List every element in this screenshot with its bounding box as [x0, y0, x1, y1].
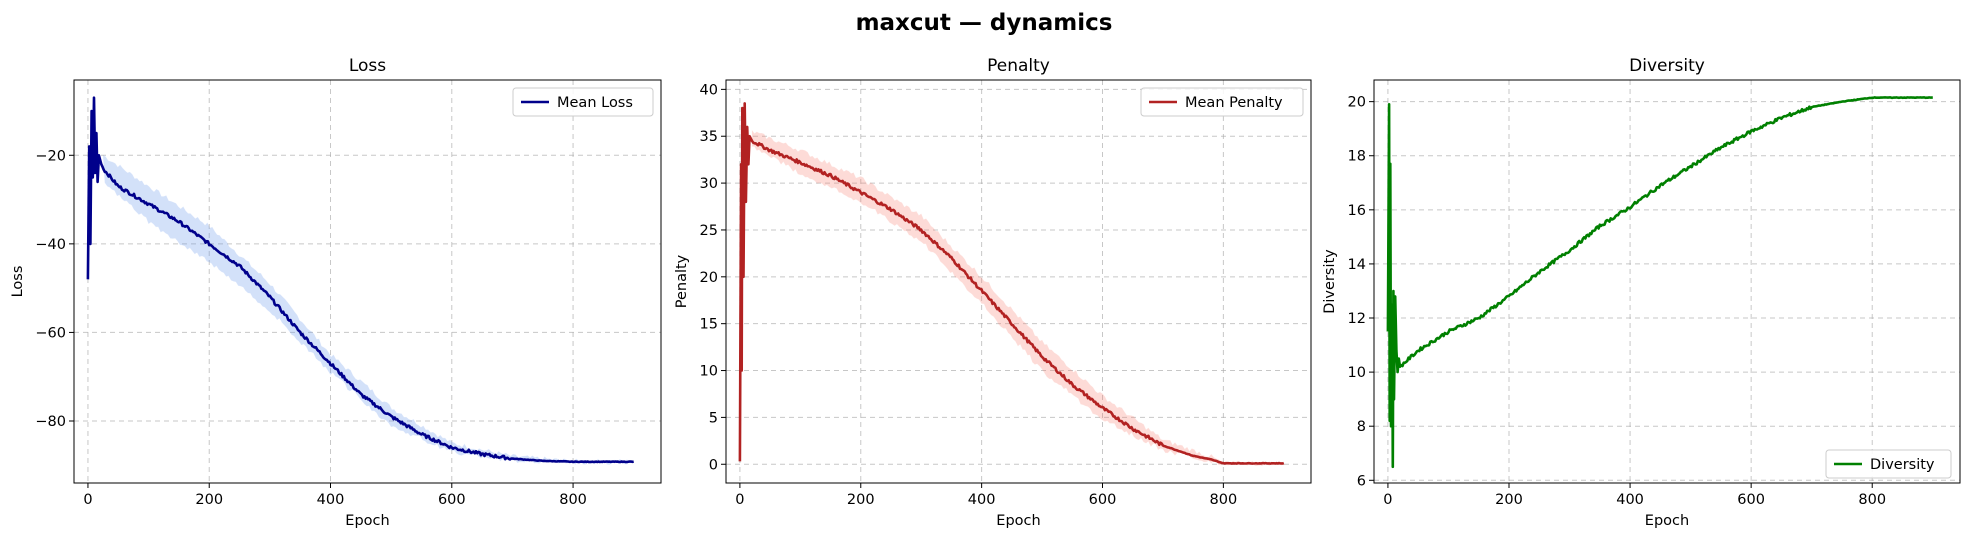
grid	[726, 80, 1311, 483]
y-tick-label: −20	[35, 148, 66, 164]
legend: Mean Penalty	[1140, 87, 1304, 117]
x-tick-label: 400	[317, 492, 345, 508]
x-tick-label: 800	[1858, 492, 1886, 508]
y-tick-label: 18	[1348, 149, 1366, 165]
legend: Diversity	[1825, 449, 1952, 479]
series-line	[86, 96, 634, 464]
axes-frame	[725, 79, 1312, 484]
y-tick-label: 35	[700, 129, 718, 145]
x-tick-label: 0	[735, 492, 744, 508]
y-tick-label: 30	[700, 176, 718, 192]
panel-penalty: Penalty 0 200 400 600 800 0 5 10 15 20 25 30 35 40 Epoc…	[674, 56, 1312, 529]
panel-title: Loss	[349, 56, 386, 76]
y-tick-label: 12	[1348, 311, 1366, 327]
y-axis-label: Diversity	[1322, 249, 1338, 314]
x-tick-label: 0	[83, 492, 92, 508]
x-tick-label: 800	[559, 492, 587, 508]
x-tick-label: 200	[195, 492, 223, 508]
panel-title: Penalty	[987, 56, 1050, 76]
x-axis-label: Epoch	[345, 513, 389, 529]
plot-area	[86, 96, 634, 465]
x-tick-label: 200	[847, 492, 875, 508]
legend-box	[1140, 87, 1304, 117]
legend-entry: Diversity	[1870, 457, 1935, 473]
x-tick-label: 600	[438, 492, 466, 508]
y-axis-label: Penalty	[674, 254, 690, 308]
y-tick-label: 16	[1348, 203, 1366, 219]
series-line	[1386, 96, 1933, 469]
y-tick-label: 5	[709, 410, 718, 426]
x-axis-label: Epoch	[996, 513, 1040, 529]
plot-area	[1386, 96, 1933, 469]
y-tick-label: −60	[35, 325, 66, 341]
y-tick-label: 20	[1348, 95, 1366, 111]
legend-entry: Mean Penalty	[1185, 95, 1283, 111]
legend-box	[512, 87, 654, 117]
panel-diversity: Diversity 0 200 400 600 800 6 8 10 12 14 16 18 20 Epoc…	[1322, 56, 1961, 529]
x-tick-label: 600	[1737, 492, 1765, 508]
y-tick-label: −80	[35, 414, 66, 430]
x-tick-label: 400	[968, 492, 996, 508]
y-tick-label: 0	[709, 457, 718, 473]
y-tick-label: 20	[700, 270, 718, 286]
grid	[1374, 80, 1960, 483]
x-axis-label: Epoch	[1645, 513, 1689, 529]
legend: Mean Loss	[512, 87, 654, 117]
std-band	[751, 129, 1285, 467]
y-tick-label: 8	[1357, 419, 1366, 435]
x-tick-label: 800	[1210, 492, 1238, 508]
panel-title: Diversity	[1629, 56, 1705, 76]
y-tick-label: 25	[700, 223, 718, 239]
axes-frame	[1373, 79, 1961, 484]
y-tick-label: 40	[700, 82, 718, 98]
x-tick-label: 600	[1089, 492, 1117, 508]
figure-title: maxcut — dynamics	[856, 10, 1113, 36]
plot-area	[738, 102, 1285, 467]
y-tick-label: 15	[700, 317, 718, 333]
x-tick-label: 400	[1616, 492, 1644, 508]
grid	[74, 80, 661, 483]
x-tick-label: 200	[1495, 492, 1523, 508]
axes-frame	[73, 79, 662, 484]
y-tick-label: 10	[700, 364, 718, 380]
std-band	[102, 154, 634, 465]
panel-loss: Loss 0 200 400 600 800 −80 −60 −40 −20 Epoch Loss Me…	[10, 56, 662, 529]
y-axis-label: Loss	[10, 266, 26, 298]
y-tick-label: 10	[1348, 365, 1366, 381]
legend-entry: Mean Loss	[557, 95, 633, 111]
y-tick-label: 14	[1348, 257, 1366, 273]
x-tick-label: 0	[1383, 492, 1392, 508]
legend-box	[1825, 449, 1952, 479]
y-tick-label: 6	[1357, 473, 1366, 489]
series-line	[738, 102, 1285, 465]
y-tick-label: −40	[35, 237, 66, 253]
